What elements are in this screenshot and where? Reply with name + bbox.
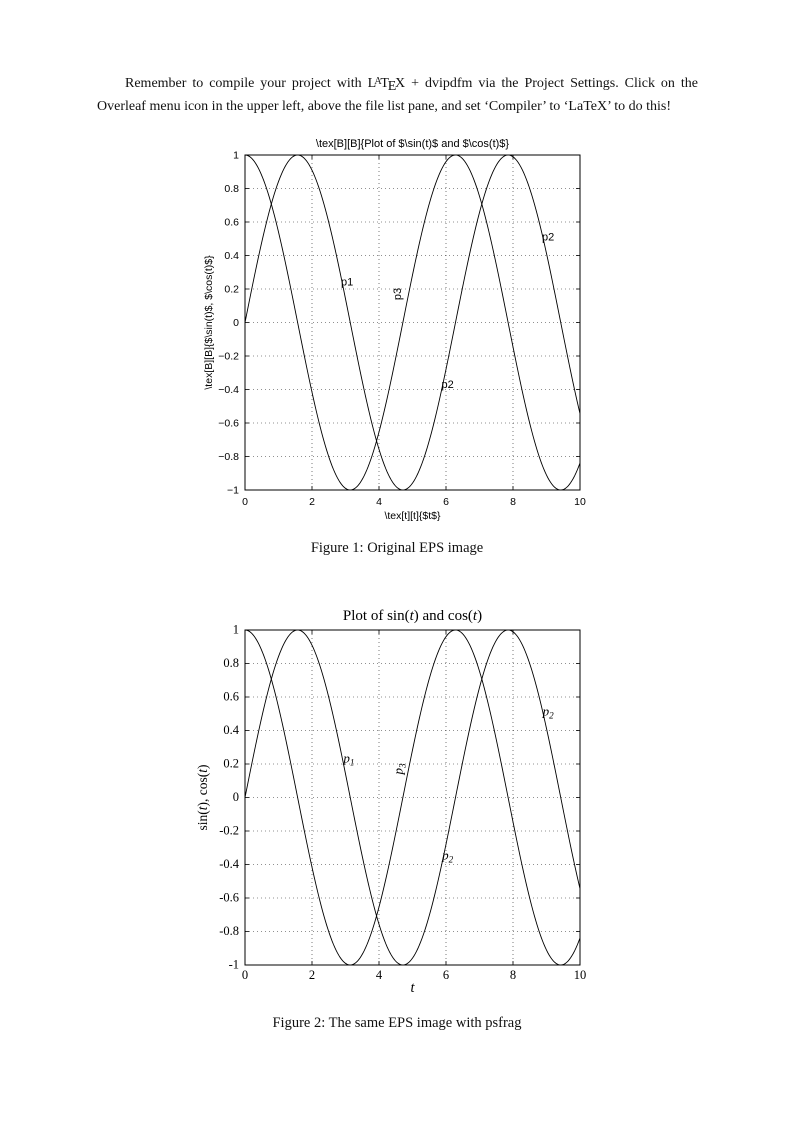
plot-annotation: p1 bbox=[342, 750, 354, 767]
figure2-plot: 0 2 4 6 8 10 1 0.8 0.6 0.4 0.2 0 -0.2 -0.4 -0.6 -0.8 -1 P… bbox=[195, 608, 587, 996]
y-tick-label: -0.2 bbox=[219, 824, 239, 838]
latex-logo-e: E bbox=[387, 78, 397, 94]
x-tick-label: 4 bbox=[376, 496, 382, 508]
latex-logo-x: X bbox=[395, 76, 406, 92]
y-tick-label: -1 bbox=[229, 958, 239, 972]
latex-logo-l: L bbox=[367, 76, 377, 92]
figure2-caption: Figure 2: The same EPS image with psfrag bbox=[272, 1015, 522, 1031]
figure1-plot: 0 2 4 6 8 10 1 0.8 0.6 0.4 0.2 0 −0.2 −0.4 −0.6 −0.8 −1 \… bbox=[203, 138, 586, 522]
plot-annotation: p3 bbox=[392, 288, 404, 300]
y-tick-label: −0.4 bbox=[218, 384, 239, 396]
y-axis-label: \tex[B][B]{$\sin(t)$, $\cos(t)$} bbox=[203, 255, 215, 390]
y-tick-label: −0.8 bbox=[218, 451, 239, 463]
figure1-caption: Figure 1: Original EPS image bbox=[310, 540, 484, 556]
intro-paragraph: Remember to compile your project with LA… bbox=[97, 72, 698, 117]
curve-sin bbox=[244, 154, 581, 491]
y-tick-label: −0.6 bbox=[218, 418, 239, 430]
y-tick-label: 0 bbox=[233, 317, 239, 329]
curve-cos bbox=[244, 154, 581, 491]
plot-title: \tex[B][B]{Plot of $\sin(t)$ and $\cos(t… bbox=[316, 138, 510, 150]
plot-annotation: p1 bbox=[341, 277, 353, 289]
y-tick-label: 0.8 bbox=[223, 656, 239, 670]
latex-logo: LATEX bbox=[367, 76, 406, 94]
x-tick-label: 10 bbox=[574, 496, 586, 508]
y-tick-label: 0.6 bbox=[224, 217, 239, 229]
y-tick-label: -0.4 bbox=[219, 857, 240, 871]
x-tick-label: 2 bbox=[309, 496, 315, 508]
x-tick-label: 0 bbox=[242, 968, 248, 982]
y-tick-label: 0.4 bbox=[224, 250, 239, 262]
y-tick-label: 1 bbox=[233, 623, 239, 637]
curve-sin bbox=[244, 629, 581, 966]
plot-annotation: p2 bbox=[542, 231, 554, 243]
x-tick-label: 8 bbox=[510, 496, 516, 508]
y-tick-label: 1 bbox=[233, 150, 239, 162]
y-tick-label: -0.8 bbox=[219, 924, 239, 938]
paragraph-text-before: Remember to compile your project with bbox=[125, 76, 368, 92]
y-tick-label: 0.4 bbox=[223, 723, 239, 737]
curve-cos bbox=[244, 629, 581, 966]
plot-title: Plot of sin(t) and cos(t) bbox=[343, 608, 482, 624]
x-tick-label: 4 bbox=[376, 968, 383, 982]
x-tick-label: 6 bbox=[443, 968, 449, 982]
plot-annotation: p2 bbox=[442, 379, 454, 391]
y-tick-label: 0.2 bbox=[224, 284, 239, 296]
y-tick-label: 0.2 bbox=[223, 757, 239, 771]
y-tick-label: 0.8 bbox=[224, 183, 239, 195]
x-axis-label: \tex[t][t]{$t$} bbox=[384, 510, 441, 522]
y-tick-label: −1 bbox=[227, 485, 239, 497]
x-tick-label: 2 bbox=[309, 968, 315, 982]
y-tick-label: 0.6 bbox=[223, 690, 239, 704]
plot-annotation: p3 bbox=[390, 763, 407, 776]
y-tick-label: 0 bbox=[233, 790, 239, 804]
x-tick-label: 6 bbox=[443, 496, 449, 508]
x-tick-label: 0 bbox=[242, 496, 248, 508]
y-tick-label: −0.2 bbox=[218, 351, 239, 363]
plot-annotation: p2 bbox=[542, 703, 555, 720]
x-tick-label: 10 bbox=[574, 968, 587, 982]
latex-logo-t: T bbox=[380, 76, 389, 92]
x-tick-label: 8 bbox=[510, 968, 516, 982]
plot-annotation: p2 bbox=[441, 847, 454, 864]
x-axis-label: t bbox=[410, 980, 415, 996]
y-tick-label: -0.6 bbox=[219, 891, 239, 905]
y-axis-label: sin(t), cos(t) bbox=[195, 764, 210, 830]
latex-logo-a: A bbox=[374, 76, 382, 87]
paragraph-text-after: + dvipdfm via the Project Settings. Clic… bbox=[97, 76, 698, 114]
